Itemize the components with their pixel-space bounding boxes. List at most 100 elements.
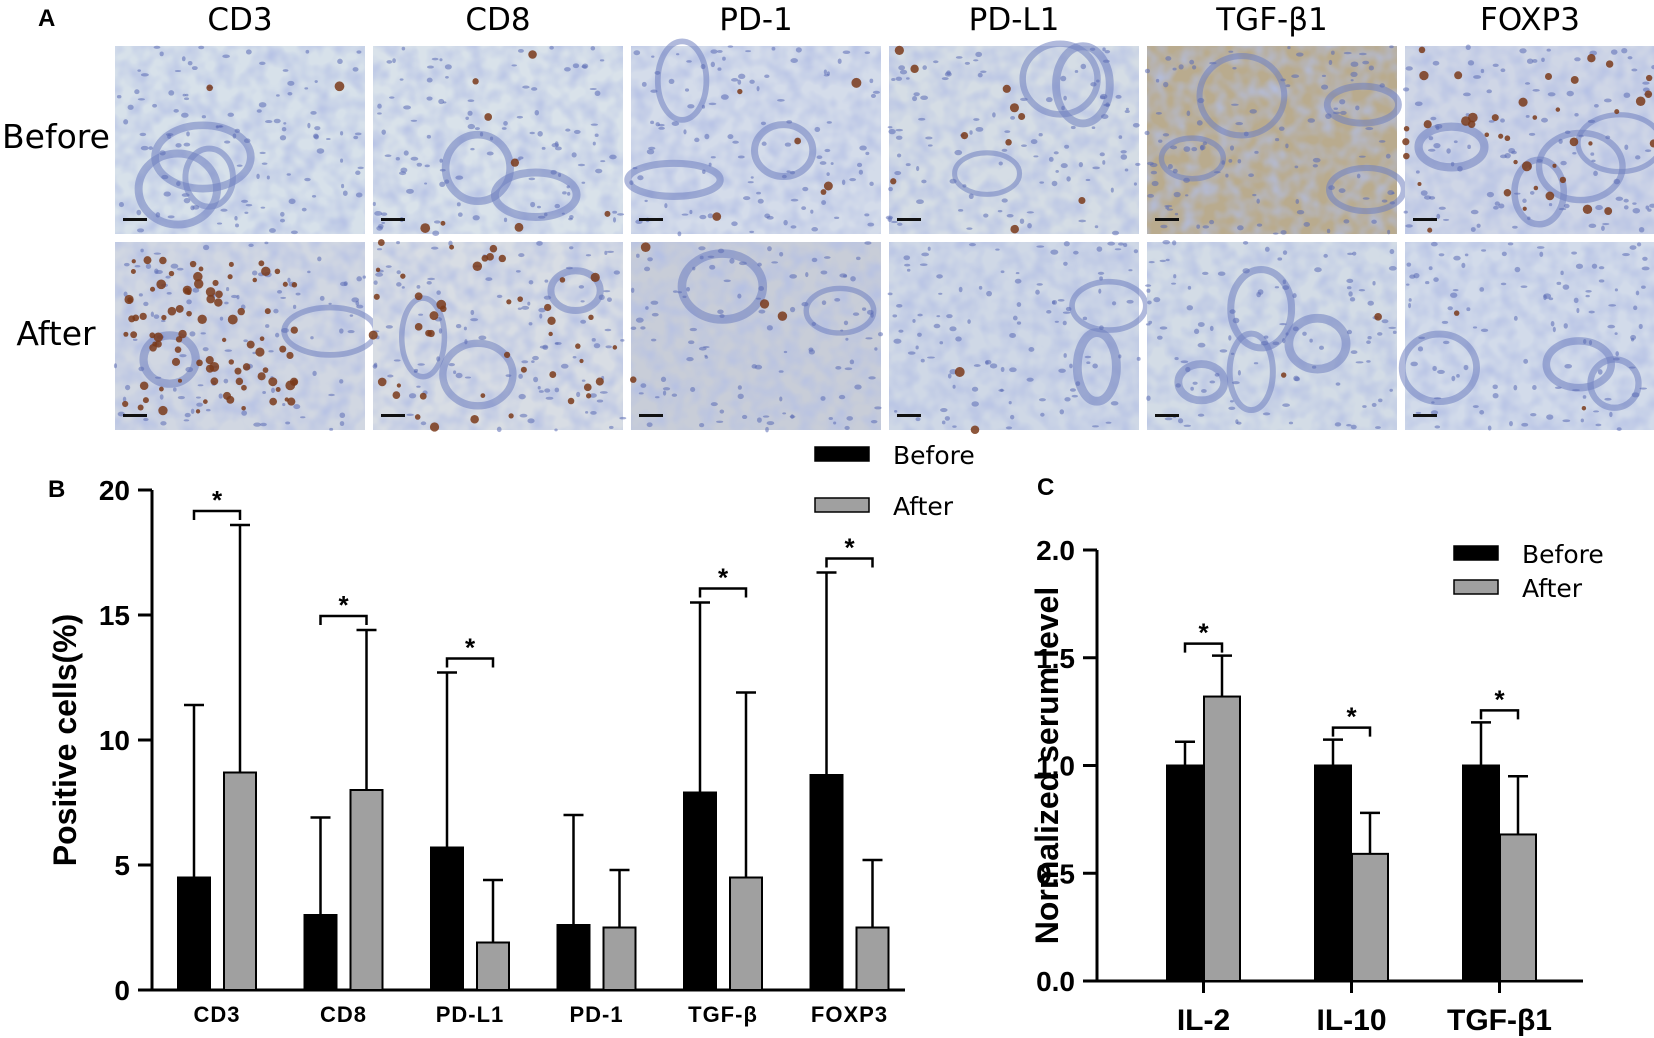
nucleus — [1479, 410, 1485, 415]
positive-cell — [547, 316, 556, 325]
nucleus — [280, 211, 285, 217]
nucleus — [1314, 267, 1322, 273]
nucleus — [997, 209, 1003, 213]
nucleus — [376, 248, 383, 251]
nucleus — [1514, 192, 1521, 195]
gland-structure — [1326, 164, 1407, 215]
nucleus — [1627, 56, 1633, 60]
nucleus — [356, 276, 362, 282]
nucleus — [789, 274, 798, 279]
nucleus — [1190, 386, 1194, 391]
nucleus — [496, 426, 502, 433]
nucleus — [743, 196, 751, 201]
nucleus — [1193, 328, 1200, 335]
nucleus — [1563, 203, 1570, 209]
nucleus — [1367, 336, 1372, 340]
nucleus — [599, 59, 605, 62]
positive-cell — [1504, 135, 1511, 142]
nucleus — [731, 78, 739, 82]
nucleus — [808, 347, 814, 352]
nucleus — [118, 202, 124, 208]
nucleus — [1186, 305, 1194, 311]
positive-cell — [161, 314, 167, 321]
nucleus — [293, 404, 301, 410]
nucleus — [650, 338, 657, 342]
nucleus — [1171, 282, 1177, 285]
nucleus — [637, 175, 644, 181]
nucleus — [503, 217, 508, 223]
nucleus — [1160, 224, 1168, 229]
nucleus — [140, 73, 149, 77]
nucleus — [517, 48, 524, 53]
scale-bar — [1155, 414, 1179, 417]
bar-after-cd8 — [349, 789, 384, 991]
nucleus — [1430, 410, 1439, 415]
nucleus — [1164, 417, 1173, 421]
nucleus — [1001, 198, 1008, 203]
positive-cell — [258, 260, 265, 267]
panel-c-letter: C — [1037, 474, 1054, 501]
positive-cell — [149, 286, 156, 292]
gland-structure — [1284, 313, 1351, 374]
nucleus — [1332, 111, 1341, 115]
nucleus — [1128, 269, 1133, 272]
nucleus — [978, 285, 983, 290]
nucleus — [279, 135, 287, 141]
nucleus — [472, 215, 480, 221]
nucleus — [738, 261, 747, 266]
positive-cell — [1402, 138, 1410, 146]
panel-a-column-title-cd8: CD8 — [465, 2, 530, 38]
nucleus — [1446, 148, 1451, 154]
nucleus — [453, 370, 457, 375]
nucleus — [1447, 306, 1453, 311]
y-tick-label: 20 — [99, 475, 130, 506]
positive-cell — [1545, 191, 1555, 201]
nucleus — [604, 328, 612, 332]
positive-cell — [175, 304, 184, 313]
gland-structure — [441, 130, 515, 206]
nucleus — [168, 90, 175, 96]
nucleus — [1645, 205, 1650, 210]
nucleus — [387, 374, 394, 378]
nucleus — [1209, 61, 1217, 65]
positive-cell — [484, 113, 493, 121]
nucleus — [824, 148, 831, 153]
nucleus — [1335, 382, 1341, 386]
nucleus — [279, 218, 286, 223]
nucleus — [1005, 426, 1013, 430]
positive-cell — [212, 279, 219, 287]
nucleus — [821, 200, 827, 205]
nucleus — [347, 329, 355, 334]
nucleus — [1635, 155, 1641, 160]
nucleus — [1172, 67, 1177, 71]
positive-cell — [567, 397, 575, 405]
nucleus — [304, 177, 311, 182]
bar-after-pd-l1 — [476, 941, 510, 991]
bar-before-tgf-1 — [1462, 764, 1500, 982]
positive-cell — [1532, 115, 1538, 120]
nucleus — [251, 270, 258, 276]
nucleus — [1197, 342, 1206, 348]
nucleus — [329, 427, 334, 431]
nucleus — [922, 65, 927, 70]
nucleus — [894, 410, 898, 413]
nucleus — [662, 387, 671, 391]
nucleus — [545, 396, 554, 400]
significance-star-il-10: * — [1346, 702, 1357, 732]
nucleus — [1488, 120, 1495, 123]
nucleus — [420, 421, 427, 426]
nucleus — [895, 135, 903, 140]
nucleus — [1628, 366, 1636, 369]
nucleus — [710, 61, 716, 68]
gland-structure — [1398, 330, 1480, 405]
nucleus — [1442, 340, 1450, 345]
nucleus — [503, 121, 508, 126]
nucleus — [1060, 163, 1068, 169]
positive-cell — [1453, 310, 1460, 316]
nucleus — [1100, 93, 1108, 100]
panel-a-column-title-cd3: CD3 — [207, 2, 272, 38]
nucleus — [789, 170, 796, 175]
nucleus — [161, 174, 169, 180]
scale-bar — [1413, 414, 1437, 417]
nucleus — [1560, 270, 1564, 276]
